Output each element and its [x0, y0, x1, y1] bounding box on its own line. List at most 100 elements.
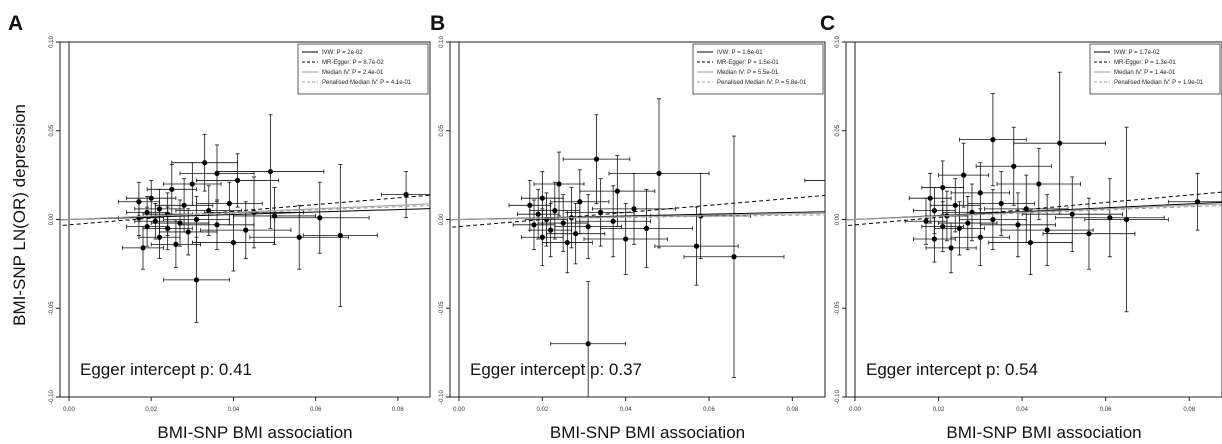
point-marker [931, 208, 937, 214]
data-point [1167, 172, 1222, 231]
plot-frame [59, 41, 431, 398]
point-marker [202, 160, 208, 166]
point-marker [337, 232, 343, 239]
data-point [583, 203, 668, 275]
y-tick-label: 0.05 [835, 124, 841, 136]
data-point [163, 162, 222, 206]
data-point [913, 215, 956, 263]
y-tick-label: -0.05 [49, 301, 55, 315]
x-tick-label: 0.04 [228, 407, 240, 413]
data-point [683, 135, 785, 378]
data-point [600, 188, 693, 268]
y-tick-label: 0.05 [49, 124, 55, 136]
point-marker [403, 192, 409, 198]
y-tick-label: 0.00 [439, 213, 445, 225]
point-marker [965, 220, 971, 226]
point-marker [1036, 181, 1042, 187]
point-marker [1023, 206, 1029, 212]
legend-entry: IVW: P = 1.7e-02 [1114, 50, 1160, 56]
data-point [562, 114, 631, 204]
data-point [908, 172, 952, 224]
data-point [196, 153, 280, 208]
data-area [450, 98, 832, 397]
data-point [302, 164, 378, 307]
data-point [249, 204, 349, 270]
point-marker [173, 241, 179, 247]
point-marker [643, 225, 650, 231]
data-point [566, 178, 635, 247]
x-axis-label: BMI-SNP BMI association [946, 423, 1141, 442]
data-point [163, 236, 230, 323]
data-point [126, 180, 177, 217]
panel-a: A 0.00 0.02 0.04 0.06 0.08 -0.10 -0.05 0.00 0.05 0… [8, 12, 431, 442]
point-marker [956, 225, 963, 231]
point-marker [827, 178, 832, 183]
point-marker [1107, 215, 1113, 221]
point-marker [1044, 227, 1050, 233]
data-point [929, 178, 981, 233]
point-marker [940, 184, 946, 191]
point-marker [193, 216, 200, 223]
point-marker [243, 227, 249, 233]
point-marker [267, 168, 274, 175]
panel-label: A [8, 12, 23, 35]
data-point [1055, 178, 1165, 258]
data-point [179, 199, 255, 251]
point-marker [656, 170, 662, 176]
x-tick-label: 0.02 [145, 407, 157, 413]
legend-entry: Median IV: P = 5.5e-01 [717, 70, 779, 76]
data-point [550, 281, 627, 397]
point-marker [317, 215, 323, 221]
point-marker [940, 224, 946, 230]
point-marker [948, 245, 954, 251]
point-marker [631, 206, 637, 212]
data-point [146, 164, 197, 215]
point-marker [693, 243, 700, 249]
point-marker [185, 229, 191, 235]
data-point [134, 203, 177, 240]
x-tick-label: 0.04 [1016, 407, 1028, 413]
legend-entry: MR-Egger: P = 1.5e-01 [717, 60, 779, 66]
point-marker [156, 234, 163, 240]
data-point [654, 206, 739, 286]
data-point [546, 203, 606, 265]
y-tick-label: 0.05 [439, 124, 445, 136]
regression-line [846, 203, 1222, 221]
data-point [179, 144, 255, 203]
point-marker [614, 188, 620, 194]
x-tick-label: 0.02 [536, 407, 548, 413]
point-marker [156, 206, 163, 212]
y-tick-label: 0.10 [835, 36, 841, 48]
point-marker [577, 199, 583, 205]
point-marker [990, 137, 996, 143]
data-point [270, 181, 370, 254]
y-tick-label: 0.00 [835, 213, 841, 225]
legend-entry: Penalised Median IV: P = 1.9e-01 [1114, 80, 1204, 86]
panel-b: B 0.00 0.02 0.04 0.06 0.08 -0.10 -0.05 0.00 0.05 0… [430, 12, 832, 442]
point-marker [539, 195, 545, 201]
x-axis-label: BMI-SNP BMI association [550, 423, 745, 442]
point-marker [296, 234, 302, 240]
point-marker [548, 227, 554, 233]
legend: IVW: P = 2e-02 MR-Egger: P = 8.7e-02 Media… [297, 43, 429, 95]
data-point [933, 201, 985, 256]
point-marker [623, 236, 629, 242]
point-marker [573, 231, 579, 237]
data-point [175, 185, 243, 236]
point-marker [961, 172, 967, 178]
y-tick-label: -0.10 [439, 390, 445, 404]
point-marker [556, 181, 562, 187]
point-marker [230, 239, 237, 246]
point-marker [181, 202, 187, 208]
data-point [913, 187, 956, 235]
point-marker [952, 202, 958, 208]
point-marker [990, 216, 996, 223]
data-point [1021, 176, 1123, 252]
regression-line [450, 212, 825, 221]
point-marker [593, 156, 600, 162]
point-marker [206, 208, 212, 214]
point-marker [1027, 239, 1034, 246]
data-point [950, 208, 1010, 267]
data-point [1000, 194, 1094, 267]
